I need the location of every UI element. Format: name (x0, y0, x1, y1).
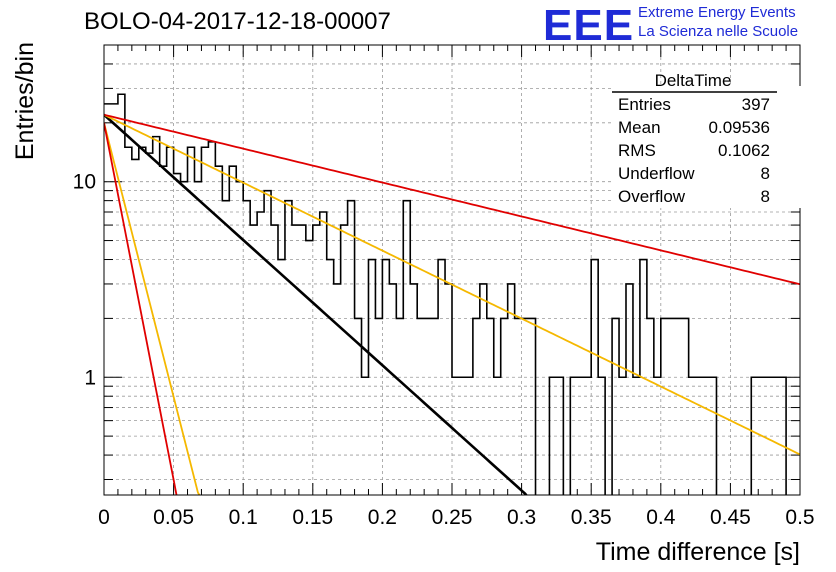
fit-curve-2 (104, 122, 201, 495)
y-tick-labels: 1 10 (73, 171, 96, 390)
fit-curves (104, 113, 800, 495)
stats-label: RMS (618, 141, 656, 160)
stats-value: 8 (761, 187, 770, 206)
histogram (104, 93, 787, 495)
x-tick-label: 0.3 (507, 506, 536, 529)
x-tick-label: 0.05 (153, 506, 194, 529)
x-tick-label: 0.5 (785, 506, 814, 529)
x-tick-label: 0.35 (571, 506, 612, 529)
logo-line-2: La Scienza nelle Scuole (638, 23, 799, 40)
y-tick-label: 1 (84, 366, 96, 389)
stats-label: Entries (618, 95, 671, 114)
x-tick-label: 0.4 (646, 506, 676, 529)
plot-title: BOLO-04-2017-12-18-00007 (84, 8, 391, 35)
stats-value: 0.09536 (709, 118, 770, 137)
x-tick-label: 0.1 (229, 506, 258, 529)
x-tick-label: 0 (98, 506, 110, 529)
stats-box: DeltaTime Entries 397 Mean 0.09536 RMS 0.1062… (612, 71, 802, 208)
fit-curve-0 (104, 113, 528, 495)
stats-title: DeltaTime (655, 71, 732, 90)
y-tick-label: 10 (73, 171, 96, 194)
stats-value: 0.1062 (718, 141, 770, 160)
stats-label: Overflow (618, 187, 686, 206)
x-tick-label: 0.25 (432, 506, 473, 529)
stats-box-bg (612, 86, 802, 208)
histogram-line (104, 93, 787, 495)
stats-value: 8 (761, 164, 770, 183)
axis-ticks (103, 44, 801, 495)
x-tick-label: 0.45 (710, 506, 751, 529)
stats-label: Underflow (618, 164, 695, 183)
x-tick-labels: 0 0.05 0.1 0.15 0.2 0.25 0.3 0.35 0.4 0.45 0.5 (98, 506, 814, 529)
x-tick-label: 0.15 (292, 506, 333, 529)
fit-curve-4 (104, 122, 178, 495)
stats-value: 397 (742, 95, 770, 114)
x-tick-label: 0.2 (368, 506, 397, 529)
fit-curve-1 (104, 113, 800, 456)
fit-curve-3 (104, 113, 800, 286)
grid-lines (104, 44, 800, 495)
stats-rows: Entries 397 Mean 0.09536 RMS 0.1062 Underflow 8… (618, 95, 770, 206)
logo-line-1: Extreme Energy Events (638, 4, 796, 21)
x-axis-label: Time difference [s] (596, 538, 800, 566)
stats-label: Mean (618, 118, 661, 137)
eee-logo: EEE (543, 1, 635, 50)
plot-frame (103, 44, 801, 496)
y-axis-label: Entries/bin (11, 42, 39, 160)
